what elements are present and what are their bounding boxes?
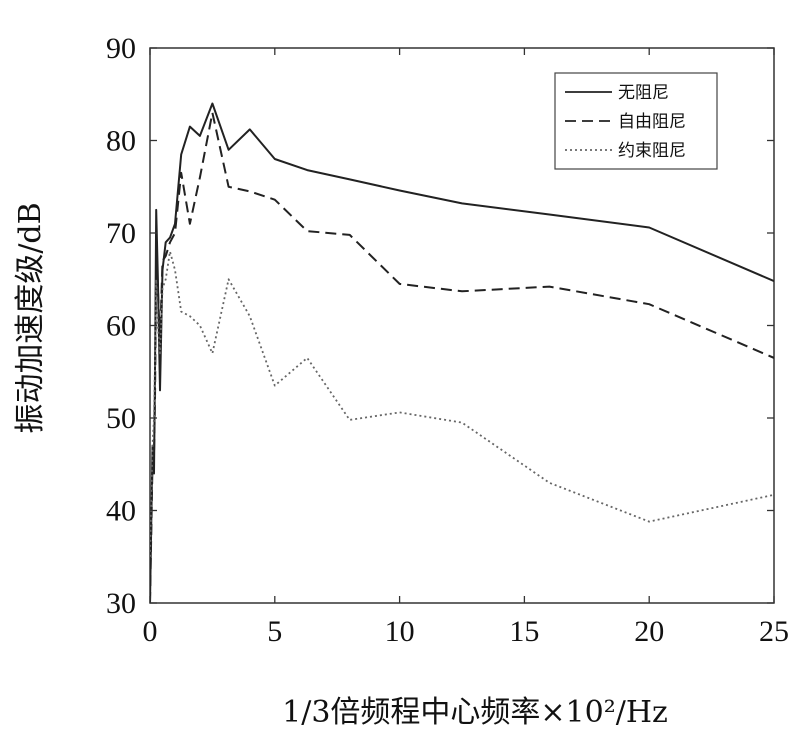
x-tick-label: 0 [143,615,158,648]
x-tick-label: 5 [267,615,282,648]
x-tick-label: 10 [385,615,415,648]
y-axis: 30 40 50 60 70 80 90 [106,32,774,620]
y-tick-label: 30 [106,587,136,620]
legend-label-2: 自由阻尼 [618,112,686,132]
x-tick-label: 25 [759,615,789,648]
y-tick-label: 70 [106,217,136,250]
x-axis-title: 1/3倍频程中心频率×10²/Hz [282,695,668,730]
series-line-1 [150,102,774,603]
series-layer [150,102,774,603]
legend-label-1: 无阻尼 [618,83,669,103]
y-tick-label: 80 [106,125,136,158]
y-tick-label: 60 [106,310,136,343]
series-line-2 [150,111,774,603]
x-axis: 0 5 10 15 20 25 [143,48,789,648]
y-tick-label: 40 [106,495,136,528]
x-tick-label: 20 [634,615,664,648]
x-tick-label: 15 [509,615,539,648]
y-axis-title: 振动加速度级/dB [13,202,48,433]
y-tick-label: 90 [106,32,136,65]
legend-label-3: 约束阻尼 [618,141,686,161]
y-tick-label: 50 [106,402,136,435]
series-line-3 [150,250,774,557]
